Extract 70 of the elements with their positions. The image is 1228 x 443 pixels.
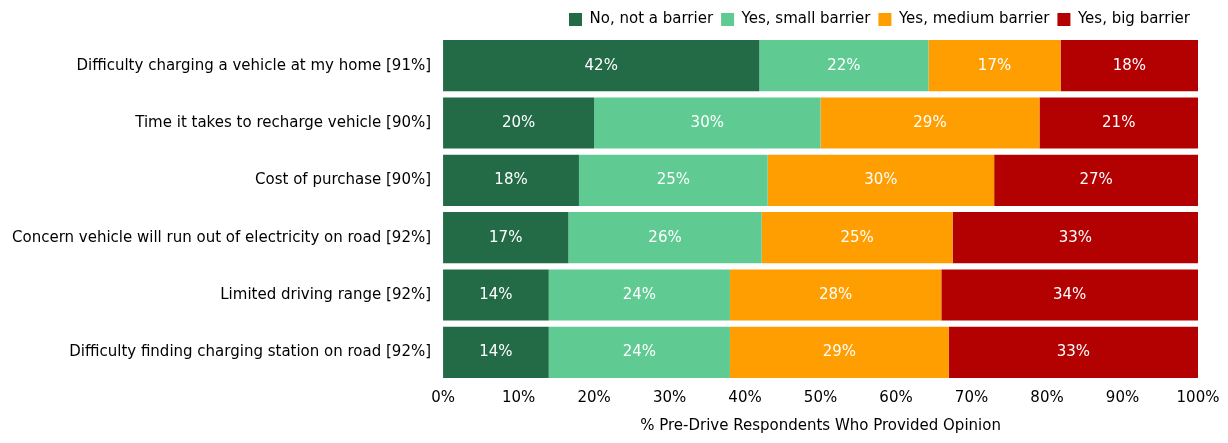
data-label: 24% — [622, 284, 657, 303]
y-tick-label: Difficulty finding charging station on road [92%] — [69, 342, 432, 361]
x-tick-label: 70% — [954, 387, 989, 406]
x-tick-label: 40% — [728, 387, 762, 406]
y-tick-label: Limited driving range [92%] — [220, 284, 432, 303]
bar — [941, 269, 1198, 321]
data-label: 22% — [827, 55, 861, 74]
y-tick-label: Concern vehicle will run out of electricity on road [92%] — [11, 227, 432, 246]
data-label: 30% — [690, 112, 724, 131]
bar — [1039, 97, 1198, 149]
data-label: 17% — [977, 55, 1012, 74]
bar — [928, 40, 1061, 92]
bar — [443, 212, 569, 264]
bar — [820, 97, 1040, 149]
bar — [443, 40, 760, 92]
bar — [443, 97, 595, 149]
bar — [952, 212, 1198, 264]
y-tick-label: Time it takes to recharge vehicle [90%] — [134, 112, 432, 131]
data-label: 20% — [501, 112, 536, 131]
data-label: 27% — [1079, 170, 1113, 189]
bar — [594, 97, 821, 149]
x-tick-label: 80% — [1030, 387, 1064, 406]
bar — [759, 40, 929, 92]
x-tick-label: 10% — [501, 387, 536, 406]
legend-label: Yes, medium barrier — [897, 9, 1051, 28]
data-label: 25% — [840, 227, 874, 246]
x-tick-label: 50% — [803, 387, 838, 406]
x-tick-label: 30% — [652, 387, 687, 406]
data-label: 33% — [1056, 342, 1091, 361]
bar — [729, 269, 942, 321]
legend-label: No, not a barrier — [589, 9, 714, 28]
data-label: 18% — [494, 170, 528, 189]
data-label: 28% — [818, 284, 853, 303]
data-label: 25% — [656, 170, 690, 189]
data-label: 24% — [622, 342, 657, 361]
data-label: 29% — [913, 112, 947, 131]
x-axis-title: % Pre-Drive Respondents Who Provided Opinion — [640, 415, 1001, 434]
bar — [1060, 40, 1198, 92]
data-label: 21% — [1102, 112, 1136, 131]
data-label: 34% — [1052, 284, 1087, 303]
x-tick-label: 90% — [1105, 387, 1140, 406]
legend-label: Yes, small barrier — [740, 9, 872, 28]
y-tick-label: Difficulty charging a vehicle at my home [91%] — [76, 55, 432, 74]
bar — [578, 154, 768, 206]
bar — [568, 212, 762, 264]
data-label: 18% — [1112, 55, 1146, 74]
bar — [443, 154, 579, 206]
legend-label: Yes, big barrier — [1076, 9, 1191, 28]
data-label: 14% — [479, 342, 513, 361]
bar — [767, 154, 995, 206]
data-label: 26% — [648, 227, 682, 246]
x-tick-label: 100% — [1176, 387, 1220, 406]
y-tick-label: Cost of purchase [90%] — [255, 170, 432, 189]
x-tick-label: 20% — [577, 387, 611, 406]
bar — [548, 326, 730, 378]
bar — [729, 326, 949, 378]
bar — [948, 326, 1198, 378]
x-tick-label: 60% — [879, 387, 913, 406]
data-label: 29% — [822, 342, 857, 361]
data-label: 17% — [489, 227, 523, 246]
data-label: 33% — [1058, 227, 1092, 246]
data-label: 14% — [479, 284, 513, 303]
bar — [994, 154, 1198, 206]
bar — [548, 269, 730, 321]
bar — [443, 269, 549, 321]
x-tick-label: 0% — [431, 387, 455, 406]
bar — [761, 212, 953, 264]
bar — [443, 326, 549, 378]
data-label: 30% — [864, 170, 898, 189]
data-label: 42% — [584, 55, 618, 74]
